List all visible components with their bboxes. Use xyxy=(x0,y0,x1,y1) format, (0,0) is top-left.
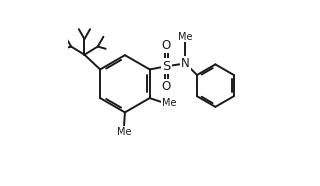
Text: N: N xyxy=(181,57,190,70)
Text: O: O xyxy=(162,39,171,52)
Text: S: S xyxy=(162,60,171,73)
Text: Me: Me xyxy=(178,32,193,42)
Text: O: O xyxy=(162,80,171,93)
Text: Me: Me xyxy=(117,127,131,137)
Text: Me: Me xyxy=(162,98,176,108)
